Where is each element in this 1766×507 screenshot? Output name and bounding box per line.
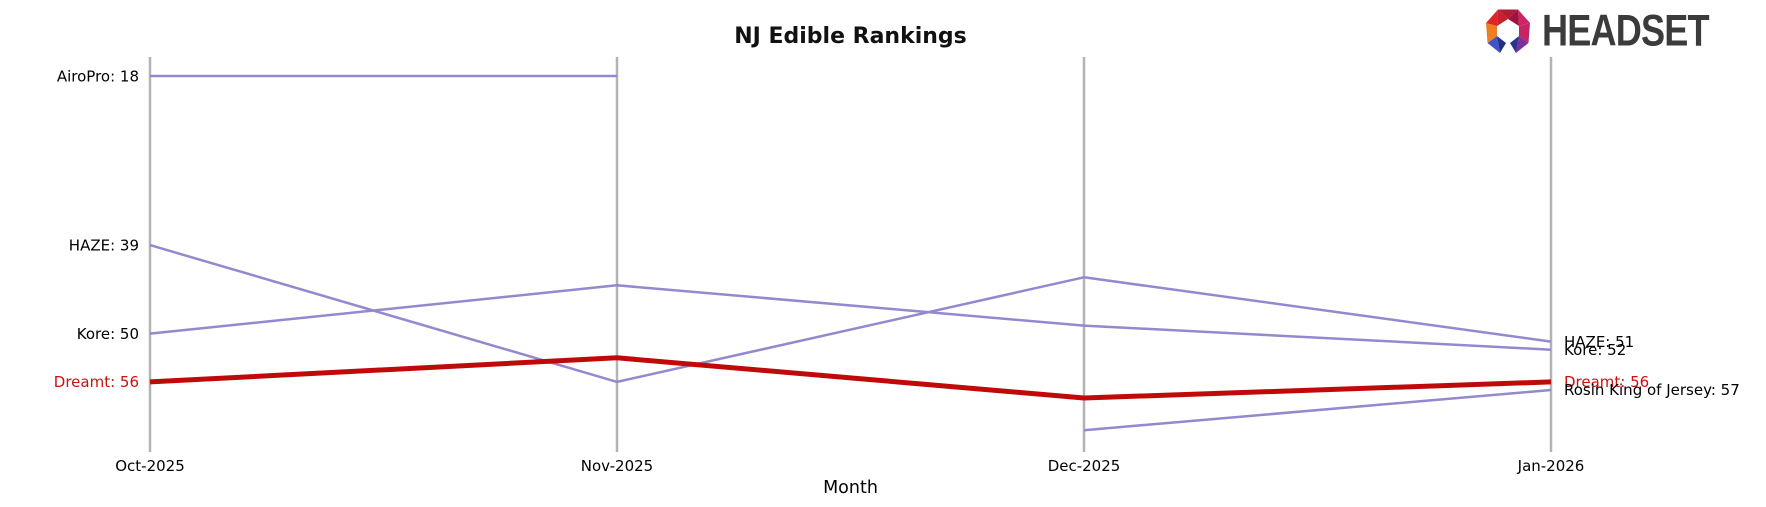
x-tick-label-jan-2026: Jan-2026	[1517, 457, 1585, 475]
x-tick-label-nov-2025: Nov-2025	[581, 457, 653, 475]
left-label-dreamt: Dreamt: 56	[54, 373, 139, 391]
left-label-airopro: AiroPro: 18	[57, 67, 139, 85]
x-tick-label-dec-2025: Dec-2025	[1048, 457, 1121, 475]
series-line-dreamt	[149, 355, 1552, 401]
right-label-rosin-king-of-jersey: Rosin King of Jersey: 57	[1564, 381, 1740, 399]
right-label-kore: Kore: 52	[1564, 341, 1626, 359]
x-tick-label-oct-2025: Oct-2025	[115, 457, 185, 475]
chart-title: NJ Edible Rankings	[734, 24, 967, 49]
headset-logo-wordmark: HEADSET	[1541, 5, 1710, 56]
headset-logo-icon	[1485, 9, 1530, 53]
x-axis-label: Month	[823, 478, 878, 498]
series-line-kore	[149, 284, 1552, 351]
left-label-haze: HAZE: 39	[69, 236, 139, 254]
series-line-haze	[149, 243, 1552, 384]
right-label-haze: HAZE: 51	[1564, 333, 1634, 351]
right-label-dreamt: Dreamt: 56	[1564, 373, 1649, 391]
headset-logo: HEADSET	[1483, 6, 1740, 56]
left-label-kore: Kore: 50	[77, 325, 139, 343]
series-line-rosin-king-of-jersey	[1083, 388, 1552, 432]
